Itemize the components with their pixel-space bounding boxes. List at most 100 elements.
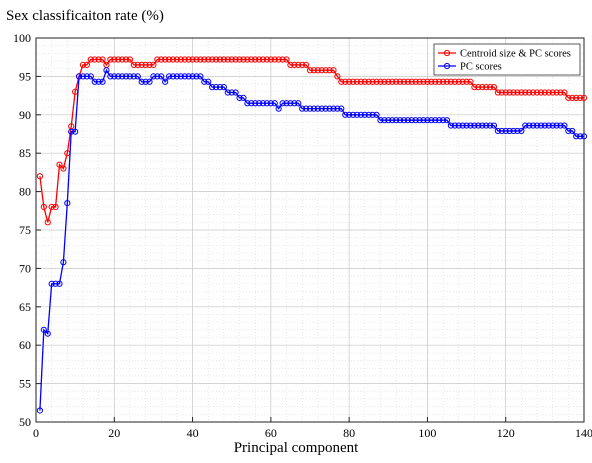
data-point-1 xyxy=(334,105,341,112)
data-point-0 xyxy=(259,56,267,63)
data-point-1 xyxy=(295,100,302,107)
data-point-1 xyxy=(428,117,435,124)
data-point-1 xyxy=(526,122,533,129)
chart-title: Sex classificaiton rate (%) xyxy=(6,8,164,24)
data-point-1 xyxy=(412,117,419,124)
data-point-0 xyxy=(283,56,290,63)
data-point-1 xyxy=(212,84,220,91)
data-point-1 xyxy=(240,94,247,102)
data-point-1 xyxy=(189,73,196,80)
data-point-0 xyxy=(193,56,200,63)
data-point-1 xyxy=(385,117,392,124)
data-point-0 xyxy=(306,67,314,74)
data-point-0 xyxy=(279,56,286,63)
data-point-0 xyxy=(396,78,404,85)
data-point-1 xyxy=(416,117,423,124)
data-point-0 xyxy=(365,78,372,85)
data-point-0 xyxy=(369,78,376,85)
data-point-1 xyxy=(126,73,134,80)
data-point-0 xyxy=(271,56,278,63)
data-point-1 xyxy=(557,122,564,129)
data-point-1 xyxy=(64,200,71,207)
data-point-1 xyxy=(299,105,306,112)
data-point-1 xyxy=(569,127,576,135)
data-point-1 xyxy=(490,122,498,129)
data-point-0 xyxy=(115,56,122,63)
data-point-1 xyxy=(52,280,59,287)
data-point-0 xyxy=(439,78,447,85)
data-point-0 xyxy=(561,89,568,96)
data-point-0 xyxy=(381,78,388,85)
data-point-1 xyxy=(287,100,294,107)
data-point-1 xyxy=(373,111,380,118)
data-point-1 xyxy=(185,73,192,80)
data-point-1 xyxy=(342,111,349,118)
data-point-1 xyxy=(530,122,537,129)
data-point-0 xyxy=(44,219,51,226)
data-point-0 xyxy=(130,61,137,68)
data-point-1 xyxy=(220,84,227,91)
data-point-0 xyxy=(91,56,98,63)
data-point-0 xyxy=(216,56,224,63)
data-point-1 xyxy=(573,133,580,140)
data-point-0 xyxy=(576,94,584,102)
data-point-0 xyxy=(541,89,548,96)
data-point-0 xyxy=(569,94,576,102)
data-point-0 xyxy=(197,56,204,63)
data-point-0 xyxy=(404,78,411,85)
data-point-1 xyxy=(514,127,521,135)
data-point-1 xyxy=(162,78,169,85)
data-point-0 xyxy=(162,56,169,63)
data-point-0 xyxy=(349,78,357,85)
data-point-1 xyxy=(91,78,98,85)
data-point-1 xyxy=(365,111,372,118)
data-point-1 xyxy=(259,100,267,107)
data-point-1 xyxy=(236,94,243,102)
y-tick-label: 65 xyxy=(19,300,31,314)
data-point-0 xyxy=(451,78,458,85)
x-tick-label: 80 xyxy=(343,426,355,440)
data-point-0 xyxy=(79,61,87,68)
data-point-0 xyxy=(420,78,427,85)
data-point-1 xyxy=(150,73,157,80)
data-point-1 xyxy=(479,122,486,129)
data-point-1 xyxy=(173,73,181,80)
data-point-1 xyxy=(224,89,231,96)
x-tick-label: 0 xyxy=(33,426,39,440)
data-point-1 xyxy=(181,73,188,80)
data-point-0 xyxy=(510,89,517,96)
x-tick-label: 60 xyxy=(265,426,277,440)
y-tick-label: 75 xyxy=(19,223,31,237)
data-point-0 xyxy=(326,67,333,74)
data-point-0 xyxy=(479,84,486,91)
data-point-1 xyxy=(60,259,67,266)
data-point-1 xyxy=(165,73,173,80)
data-point-1 xyxy=(322,105,329,112)
data-point-0 xyxy=(557,89,564,96)
data-point-0 xyxy=(228,56,235,63)
data-point-1 xyxy=(36,407,44,414)
data-point-0 xyxy=(263,56,271,63)
data-point-1 xyxy=(467,122,474,129)
data-point-0 xyxy=(373,78,380,85)
y-tick-label: 90 xyxy=(19,108,31,122)
data-point-1 xyxy=(271,100,278,107)
data-point-1 xyxy=(346,111,353,118)
data-point-0 xyxy=(549,89,556,96)
data-point-0 xyxy=(275,56,282,63)
data-point-1 xyxy=(353,111,361,118)
data-point-0 xyxy=(424,78,431,85)
data-point-1 xyxy=(283,100,290,107)
data-point-0 xyxy=(553,89,560,96)
data-point-1 xyxy=(561,122,568,129)
data-point-1 xyxy=(326,105,333,112)
data-point-1 xyxy=(475,122,482,129)
data-point-1 xyxy=(510,127,517,135)
data-point-0 xyxy=(295,61,302,68)
data-point-1 xyxy=(130,73,137,80)
data-point-0 xyxy=(330,67,337,74)
data-point-1 xyxy=(443,117,451,124)
data-point-0 xyxy=(530,89,537,96)
data-point-1 xyxy=(310,105,318,112)
